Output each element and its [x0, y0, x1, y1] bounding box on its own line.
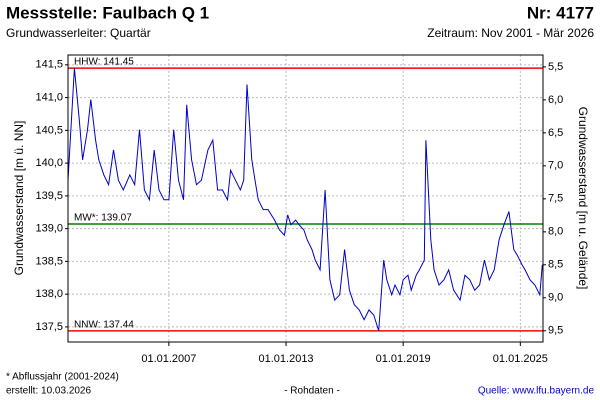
- plot-frame: [67, 54, 544, 343]
- y-tick-label: 139,0: [35, 223, 63, 235]
- created-date: erstellt: 10.03.2026: [6, 386, 91, 397]
- period: Zeitraum: Nov 2001 - Mär 2026: [427, 26, 594, 40]
- y-tick-label: 141,0: [35, 91, 63, 103]
- x-tick-label: 01.01.2019: [376, 353, 431, 365]
- subtitle: Grundwasserleiter: Quartär: [6, 26, 151, 40]
- x-tick-label: 01.01.2025: [493, 353, 548, 365]
- reference-label: HHW: 141.45: [74, 57, 134, 68]
- y-tick-label: 138,0: [35, 288, 63, 300]
- source-link[interactable]: Quelle: www.lfu.bayern.de: [478, 386, 595, 397]
- y-tick-label: 138,5: [35, 255, 63, 267]
- y2-tick-label: 8,5: [548, 259, 563, 271]
- y2-tick-label: 5,5: [548, 61, 563, 73]
- y-axis-label: Grundwasserstand [m ü. NN]: [12, 121, 26, 276]
- footnote: * Abflussjahr (2001-2024): [6, 372, 119, 383]
- y2-tick-label: 7,0: [548, 160, 563, 172]
- station-number: Nr: 4177: [527, 3, 594, 22]
- x-tick-label: 01.01.2013: [259, 353, 314, 365]
- y-tick-label: 140,0: [35, 157, 63, 169]
- y2-tick-label: 9,0: [548, 292, 563, 304]
- y2-tick-label: 6,5: [548, 127, 563, 139]
- reference-label: MW*: 139.07: [74, 213, 132, 224]
- y-tick-label: 139,5: [35, 190, 63, 202]
- reference-label: NNW: 137.44: [74, 320, 134, 331]
- data-line: [67, 68, 543, 332]
- y-tick-label: 141,5: [35, 59, 63, 71]
- x-tick-label: 01.01.2007: [141, 353, 196, 365]
- y2-axis-label: Grundwasserstand [m u. Gelände]: [576, 107, 590, 290]
- y-tick-label: 140,5: [35, 124, 63, 136]
- y2-tick-label: 9,5: [548, 325, 563, 337]
- y-tick-label: 137,5: [35, 321, 63, 333]
- y2-tick-label: 7,5: [548, 193, 563, 205]
- y2-tick-label: 8,0: [548, 226, 563, 238]
- chart-title: Messstelle: Faulbach Q 1: [6, 3, 209, 22]
- raw-data-note: - Rohdaten -: [284, 386, 340, 397]
- y2-tick-label: 6,0: [548, 94, 563, 106]
